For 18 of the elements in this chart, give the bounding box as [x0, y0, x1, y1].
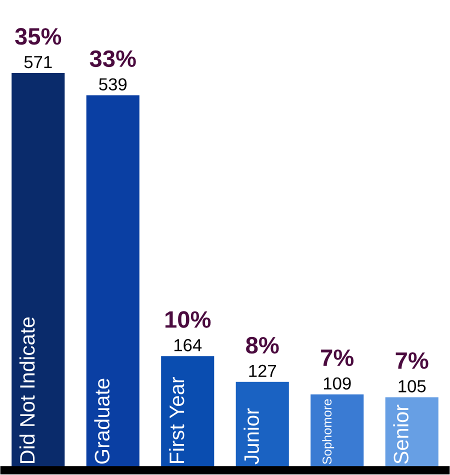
data-label: 571 [24, 56, 52, 68]
x-tick-label: Sophomore [322, 399, 334, 464]
annotation: 35% [15, 28, 62, 45]
annotation: 33% [90, 50, 136, 68]
x-tick-label: Did Not Indicate [19, 317, 35, 463]
annotation: 8% [246, 336, 279, 354]
x-tick-label: Senior [393, 404, 408, 464]
x-tick-label: First Year [168, 377, 184, 463]
data-label: 109 [324, 377, 351, 390]
annotation: 10% [165, 311, 211, 328]
data-label: 127 [249, 364, 276, 377]
annotation: 7% [396, 352, 428, 369]
data-label: 164 [174, 339, 202, 352]
data-label: 105 [398, 380, 426, 392]
annotation: 7% [321, 349, 354, 366]
x-tick-label: Graduate [94, 378, 110, 464]
data-label: 539 [99, 78, 127, 90]
x-tick-label: Junior [244, 408, 259, 464]
